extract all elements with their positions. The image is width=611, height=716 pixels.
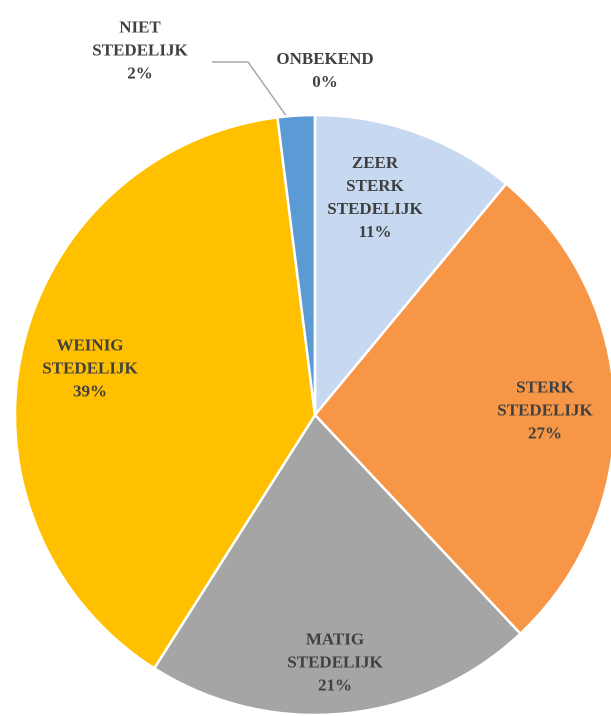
slice-label: NIET STEDELIJK 2% (92, 16, 187, 85)
category-label: ZEER STERK STEDELIJK (327, 153, 423, 218)
slice-label: MATIG STEDELIJK 21% (287, 628, 382, 697)
leader-line (212, 61, 288, 118)
value-label: 11% (358, 222, 392, 241)
category-label: ONBEKEND (276, 49, 374, 68)
value-label: 27% (527, 423, 562, 443)
slice-label: ONBEKEND 0% (276, 47, 373, 93)
slice-label: STERK STEDELIJK 27% (497, 376, 592, 445)
pie-slice (13, 115, 317, 671)
category-label: WEINIG STEDELIJK (42, 335, 138, 378)
value-label: 21% (317, 675, 352, 695)
value-label: 39% (72, 381, 107, 401)
pie-slice (313, 113, 508, 419)
value-label: 0% (312, 72, 338, 91)
category-label: STERK STEDELIJK (497, 377, 593, 420)
category-label: MATIG STEDELIJK (287, 629, 383, 672)
pie-slice (152, 412, 523, 716)
value-label: 2% (127, 63, 153, 83)
pie-slice (313, 182, 611, 636)
category-label: NIET STEDELIJK (92, 17, 188, 60)
slice-label: WEINIG STEDELIJK 39% (42, 334, 137, 403)
slice-label: ZEER STERK STEDELIJK 11% (327, 151, 422, 243)
